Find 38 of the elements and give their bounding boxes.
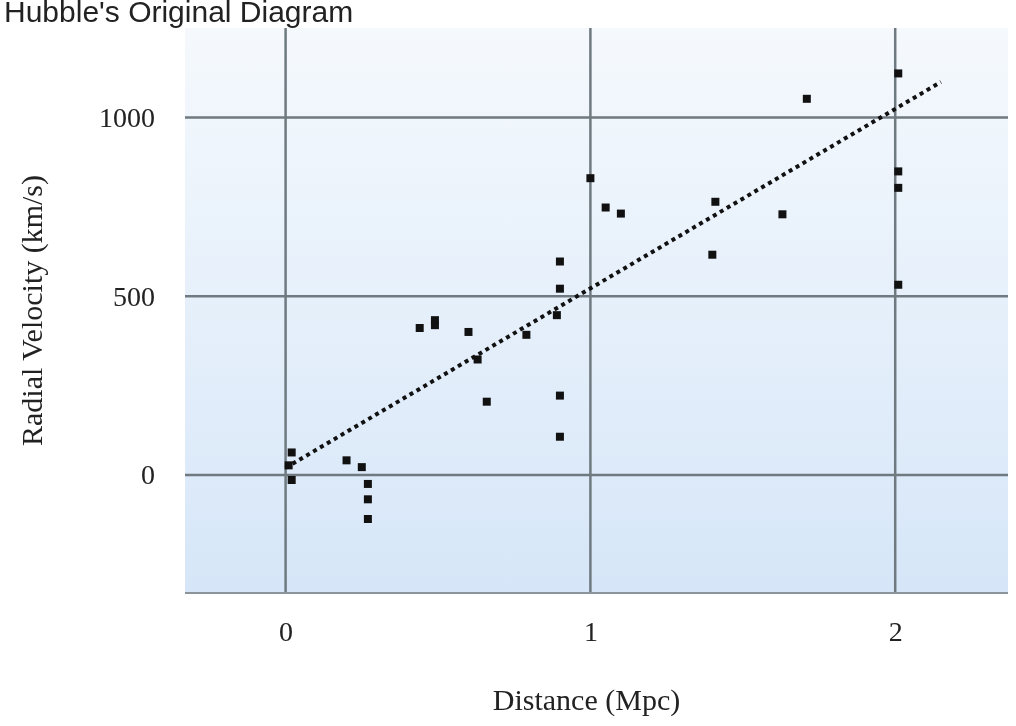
point — [357, 463, 366, 472]
point — [616, 209, 625, 218]
x-tick-label: 2 — [888, 615, 903, 647]
point — [473, 355, 482, 364]
point — [555, 257, 564, 266]
point — [586, 174, 595, 183]
point — [363, 479, 372, 488]
point — [894, 69, 903, 78]
point — [287, 448, 296, 457]
point — [601, 203, 610, 212]
point — [555, 284, 564, 293]
point — [894, 167, 903, 176]
point — [802, 94, 811, 103]
point — [287, 476, 296, 484]
point — [415, 324, 424, 333]
point — [711, 197, 720, 206]
point — [555, 432, 564, 441]
point — [342, 456, 351, 465]
y-axis-title: Radial Velocity (km/s) — [15, 174, 49, 447]
point — [552, 311, 561, 320]
point — [522, 330, 531, 339]
point — [708, 250, 717, 259]
point — [555, 391, 564, 400]
x-axis-title: Distance (Mpc) — [492, 683, 681, 717]
chart-title: Hubble's Original Diagram — [4, 0, 354, 28]
y-tick-label: 500 — [113, 280, 155, 312]
point — [464, 327, 473, 336]
y-tick-label: 0 — [141, 459, 155, 491]
point — [894, 183, 903, 192]
x-tick-label: 1 — [583, 615, 598, 647]
y-tick-label: 1000 — [99, 101, 155, 133]
point — [430, 321, 439, 330]
point — [363, 514, 372, 523]
point — [363, 495, 372, 504]
point — [482, 397, 491, 406]
point — [894, 280, 903, 289]
point — [778, 210, 787, 219]
x-tick-label: 0 — [279, 615, 294, 647]
